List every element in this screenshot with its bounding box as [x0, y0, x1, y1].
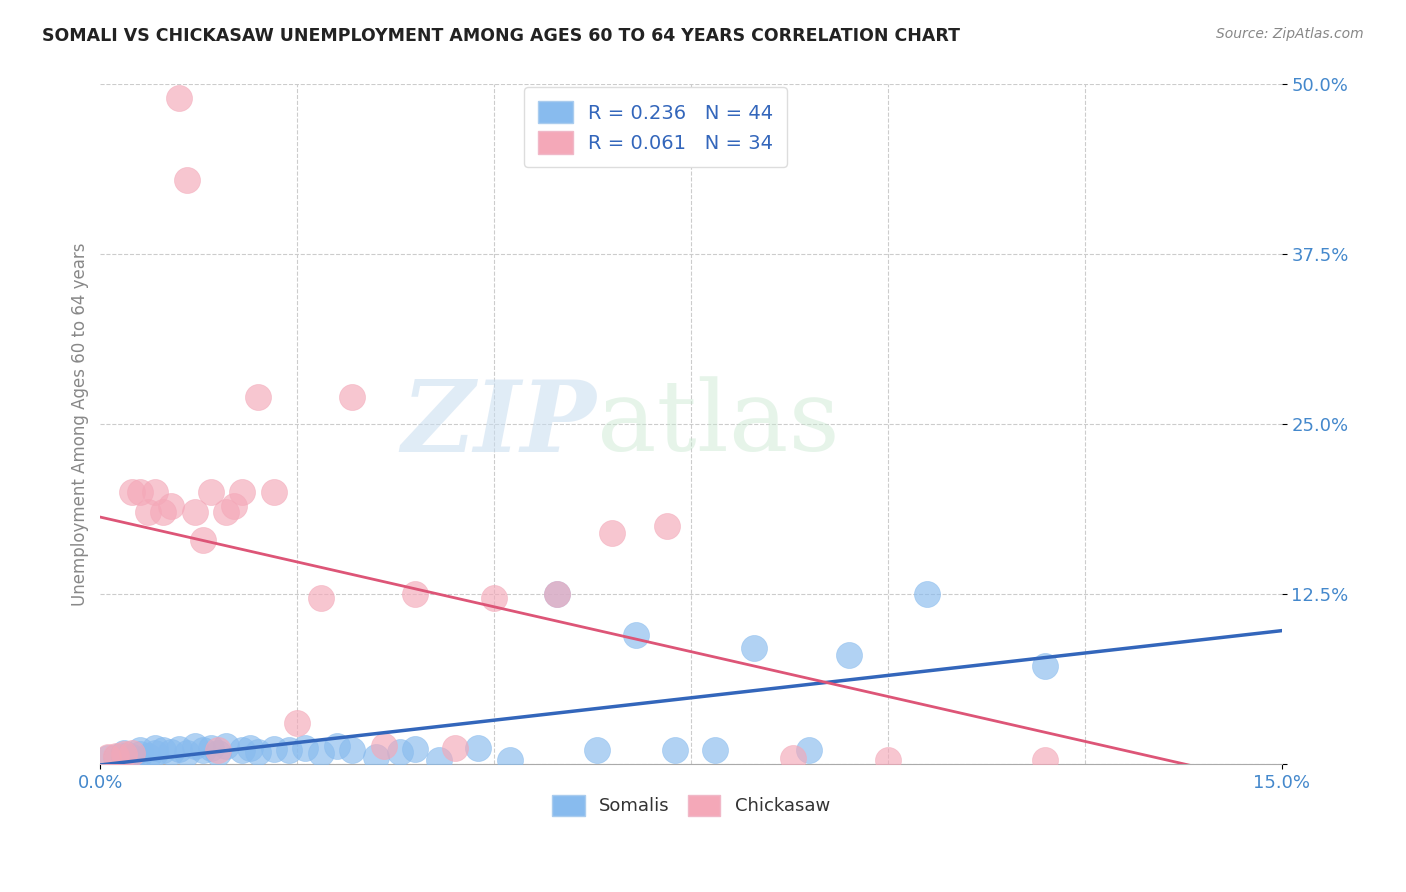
Point	[128, 747, 150, 762]
Point	[112, 748, 135, 763]
Point	[191, 533, 214, 547]
Point	[167, 91, 190, 105]
Point	[427, 753, 450, 767]
Point	[917, 587, 939, 601]
Point	[388, 745, 411, 759]
Point	[482, 591, 505, 605]
Point	[373, 739, 395, 754]
Point	[263, 485, 285, 500]
Point	[782, 751, 804, 765]
Point	[128, 743, 150, 757]
Point	[224, 499, 246, 513]
Point	[499, 753, 522, 767]
Point	[657, 519, 679, 533]
Point	[799, 743, 821, 757]
Point	[742, 641, 765, 656]
Point	[191, 743, 214, 757]
Point	[239, 740, 262, 755]
Point	[184, 739, 207, 754]
Point	[404, 587, 426, 601]
Point	[160, 499, 183, 513]
Point	[546, 587, 568, 601]
Point	[342, 390, 364, 404]
Point	[624, 628, 647, 642]
Point	[121, 750, 143, 764]
Point	[467, 740, 489, 755]
Point	[285, 716, 308, 731]
Text: Source: ZipAtlas.com: Source: ZipAtlas.com	[1216, 27, 1364, 41]
Legend: Somalis, Chickasaw: Somalis, Chickasaw	[546, 788, 837, 822]
Point	[176, 746, 198, 760]
Point	[145, 740, 167, 755]
Point	[207, 746, 229, 760]
Point	[231, 485, 253, 500]
Point	[207, 743, 229, 757]
Point	[309, 591, 332, 605]
Point	[121, 485, 143, 500]
Point	[215, 739, 238, 754]
Point	[877, 753, 900, 767]
Point	[112, 746, 135, 760]
Point	[160, 745, 183, 759]
Point	[200, 740, 222, 755]
Point	[136, 505, 159, 519]
Point	[128, 485, 150, 500]
Point	[121, 746, 143, 760]
Text: SOMALI VS CHICKASAW UNEMPLOYMENT AMONG AGES 60 TO 64 YEARS CORRELATION CHART: SOMALI VS CHICKASAW UNEMPLOYMENT AMONG A…	[42, 27, 960, 45]
Point	[703, 743, 725, 757]
Point	[105, 748, 128, 763]
Point	[145, 746, 167, 760]
Point	[364, 750, 387, 764]
Point	[167, 742, 190, 756]
Point	[838, 648, 860, 662]
Point	[1035, 659, 1057, 673]
Point	[404, 742, 426, 756]
Point	[246, 390, 269, 404]
Point	[294, 740, 316, 755]
Point	[152, 743, 174, 757]
Point	[1035, 753, 1057, 767]
Point	[585, 743, 607, 757]
Point	[664, 743, 686, 757]
Point	[600, 525, 623, 540]
Y-axis label: Unemployment Among Ages 60 to 64 years: Unemployment Among Ages 60 to 64 years	[72, 243, 89, 606]
Point	[176, 172, 198, 186]
Point	[325, 739, 347, 754]
Point	[97, 750, 120, 764]
Point	[263, 742, 285, 756]
Point	[215, 505, 238, 519]
Point	[342, 743, 364, 757]
Point	[105, 750, 128, 764]
Point	[443, 740, 465, 755]
Point	[112, 747, 135, 762]
Point	[200, 485, 222, 500]
Point	[278, 743, 301, 757]
Point	[184, 505, 207, 519]
Point	[246, 745, 269, 759]
Point	[231, 743, 253, 757]
Point	[152, 505, 174, 519]
Point	[309, 746, 332, 760]
Point	[145, 485, 167, 500]
Point	[136, 748, 159, 763]
Text: atlas: atlas	[596, 376, 839, 472]
Point	[546, 587, 568, 601]
Text: ZIP: ZIP	[402, 376, 596, 473]
Point	[97, 751, 120, 765]
